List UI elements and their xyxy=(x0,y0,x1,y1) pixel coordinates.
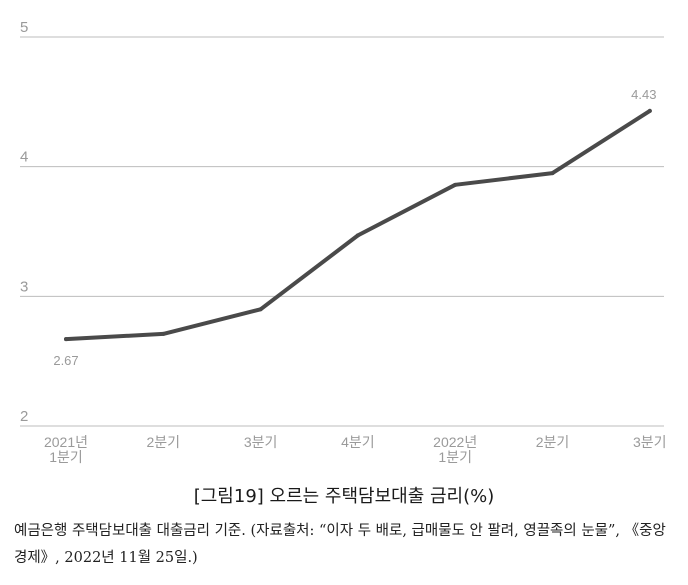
data-point-7 xyxy=(647,108,652,113)
y-tick-label-5: 5 xyxy=(20,19,28,36)
data-point-6 xyxy=(550,171,555,176)
data-point-2 xyxy=(161,331,166,336)
x-tick-label-5: 2022년 1분기 xyxy=(433,434,477,465)
x-tick-label-4: 4분기 xyxy=(341,434,375,450)
x-tick-label-6: 2분기 xyxy=(536,434,570,450)
source-note: 예금은행 주택담보대출 대출금리 기준. (자료출처: “이자 두 배로, 급매… xyxy=(14,523,666,566)
data-point-1 xyxy=(64,337,68,342)
series-line xyxy=(64,108,652,342)
x-tick-label-3: 3분기 xyxy=(244,434,278,450)
x-tick-label-2: 2분기 xyxy=(147,434,181,450)
data-label-first: 2.67 xyxy=(53,353,78,368)
x-tick-label-7: 3분기 xyxy=(633,434,667,450)
y-tick-label-2: 2 xyxy=(20,408,28,425)
line-chart: 2 3 4 5 2021년 1분기 2분기 3분기 4분기 2022년 1분기 2분기 3분기 2.67 4… xyxy=(20,19,667,465)
figure-caption: [그림19] 오르는 주택담보대출 금리(%) xyxy=(193,486,495,507)
data-point-4 xyxy=(355,233,360,238)
data-point-3 xyxy=(258,307,263,312)
data-point-5 xyxy=(453,182,458,187)
data-label-last: 4.43 xyxy=(631,87,656,102)
y-tick-label-4: 4 xyxy=(20,149,28,166)
y-tick-label-3: 3 xyxy=(20,278,28,295)
x-tick-label-1: 2021년 1분기 xyxy=(44,434,88,465)
